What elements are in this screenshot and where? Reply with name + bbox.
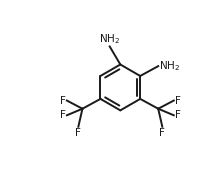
Text: F: F: [60, 110, 66, 120]
Text: F: F: [175, 96, 180, 106]
Text: NH$_2$: NH$_2$: [99, 32, 120, 46]
Text: F: F: [60, 96, 66, 106]
Text: F: F: [75, 128, 81, 138]
Text: F: F: [175, 110, 180, 120]
Text: NH$_2$: NH$_2$: [159, 59, 180, 73]
Text: F: F: [159, 128, 165, 138]
